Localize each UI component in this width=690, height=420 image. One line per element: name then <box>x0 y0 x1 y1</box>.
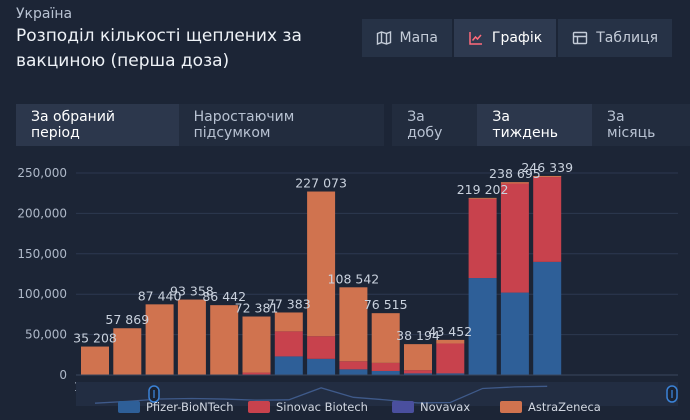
bar-segment <box>242 316 271 373</box>
page-title: Розподіл кількості щеплених за вакциною … <box>16 26 302 71</box>
legend-swatch <box>248 401 270 413</box>
bar-segment <box>533 261 562 375</box>
bar-segment <box>113 328 142 375</box>
y-tick-label: 100,000 <box>17 287 67 301</box>
legend-swatch <box>392 401 414 413</box>
bar-segment <box>177 299 206 375</box>
bar-segment <box>274 356 303 375</box>
bar-total-label: 219 202 <box>457 182 509 197</box>
tab-weekly[interactable]: За тиждень <box>477 104 593 146</box>
y-tick-label: 250,000 <box>17 166 67 180</box>
bar-total-label: 76 515 <box>364 297 408 312</box>
bar-total-label: 108 542 <box>328 271 380 286</box>
bar-segment <box>81 346 109 375</box>
bar-total-label: 86 442 <box>202 289 246 304</box>
bar-total-label: 227 073 <box>295 176 347 191</box>
bar-segment <box>500 182 529 184</box>
bar-segment <box>404 344 432 371</box>
bar-segment <box>145 304 174 375</box>
bar-segment <box>371 370 400 375</box>
bar-total-label: 246 339 <box>521 160 573 175</box>
tab-map-label: Мапа <box>399 30 438 46</box>
chart-line-icon <box>468 30 484 46</box>
bar-segment <box>533 175 562 178</box>
bar-segment <box>274 331 303 357</box>
tab-map[interactable]: Мапа <box>361 19 452 57</box>
bar-segment <box>371 313 400 363</box>
bar-segment <box>339 287 368 362</box>
legend-label[interactable]: Novavax <box>420 400 470 414</box>
tab-monthly[interactable]: За місяць <box>607 109 656 141</box>
tab-table[interactable]: Таблиця <box>558 19 672 57</box>
bar-total-label: 35 208 <box>73 331 117 346</box>
bar-total-label: 87 440 <box>138 288 182 303</box>
bar-segment <box>210 305 239 375</box>
bar-total-label: 38 194 <box>396 328 440 343</box>
bar-segment <box>468 278 497 375</box>
bar-segment <box>436 343 465 374</box>
bar-segment <box>468 198 497 279</box>
y-tick-label: 150,000 <box>17 247 67 261</box>
bar-segment <box>500 183 529 293</box>
map-icon <box>376 30 392 46</box>
range-navigator-sparkline <box>94 385 548 404</box>
bar-segment <box>436 373 465 375</box>
bar-total-label: 77 383 <box>267 296 311 311</box>
bar-total-label: 72 381 <box>235 301 279 316</box>
y-tick-label: 50,000 <box>25 328 67 342</box>
legend-label[interactable]: Pfizer-BioNTech <box>146 400 234 414</box>
bar-segment <box>371 362 400 371</box>
bar-total-label: 238 695 <box>489 166 541 181</box>
legend-label[interactable]: AstraZeneca <box>528 400 601 414</box>
bar-segment <box>404 370 432 374</box>
table-icon <box>572 30 588 46</box>
tab-chart-label: Графік <box>491 30 543 46</box>
bar-segment <box>274 312 303 332</box>
bar-segment <box>339 361 368 370</box>
tab-chart[interactable]: Графік <box>453 19 557 57</box>
bar-segment <box>500 292 529 375</box>
bar-total-label: 93 358 <box>170 284 214 299</box>
range-navigator-track <box>76 382 678 406</box>
bar-segment <box>436 339 465 344</box>
view-switcher: Мапа Графік Таблиця <box>360 19 672 57</box>
bar-segment <box>307 336 336 359</box>
tab-selected-period[interactable]: За обраний період <box>16 104 179 146</box>
period-switcher: За обраний період Наростаючим підсумком … <box>16 104 690 146</box>
bar-segment <box>339 369 368 375</box>
legend-swatch <box>500 401 522 413</box>
bar-segment <box>533 177 562 262</box>
tab-table-label: Таблиця <box>596 30 658 46</box>
tab-group-divider <box>384 104 393 146</box>
vaccine-stacked-bar-chart: 0 50,000 100,000 150,000 200,000 250,000 35 20… <box>17 160 678 414</box>
legend-swatch <box>118 401 140 413</box>
region-label: Україна <box>16 6 73 22</box>
bar-segment <box>242 372 271 375</box>
legend-label[interactable]: Sinovac Biotech <box>276 400 368 414</box>
tab-cumulative[interactable]: Наростаючим підсумком <box>193 109 295 141</box>
y-tick-label: 0 <box>59 368 67 382</box>
bar-segment <box>404 373 432 375</box>
bar-total-label: 57 869 <box>105 312 149 327</box>
bar-segment <box>468 197 497 199</box>
bar-total-label: 43 452 <box>428 324 472 339</box>
y-tick-label: 200,000 <box>17 206 67 220</box>
bar-segment <box>307 358 336 375</box>
tab-daily[interactable]: За добу <box>407 109 443 141</box>
bar-segment <box>307 191 336 337</box>
